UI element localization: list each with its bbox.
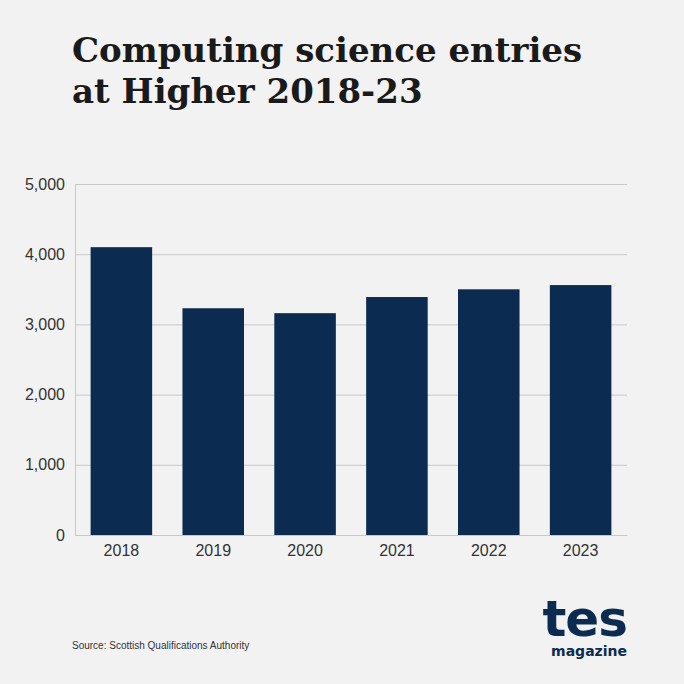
bar (274, 313, 336, 535)
y-axis-line (76, 185, 628, 536)
grid-line (75, 184, 627, 185)
bar (458, 289, 520, 535)
x-tick: 2021 (379, 535, 415, 559)
y-tick-label: 4,000 (25, 246, 65, 263)
y-axis: 0 1,000 2,000 3,000 4,000 5,000 (25, 176, 627, 544)
y-tick-label: 5,000 (25, 176, 65, 193)
grid-line (75, 465, 627, 466)
grid-line (75, 395, 627, 396)
grid-line (75, 254, 627, 255)
x-tick: 2019 (195, 535, 231, 559)
logo-subtitle: magazine (551, 643, 627, 659)
x-tick: 2020 (287, 535, 323, 559)
y-tick-label: 3,000 (25, 316, 65, 333)
x-tick-label: 2019 (195, 542, 231, 559)
x-tick: 2023 (563, 535, 599, 559)
x-tick-label: 2020 (287, 542, 323, 559)
grid-line (75, 535, 627, 536)
x-tick-label: 2022 (471, 542, 507, 559)
bar (182, 308, 244, 535)
grid-line (75, 324, 627, 325)
x-tick-label: 2023 (563, 542, 599, 559)
background (0, 0, 684, 684)
chart: Computing science entries at Higher 2018… (0, 0, 684, 684)
x-tick-label: 2021 (379, 542, 415, 559)
x-tick: 2022 (471, 535, 507, 559)
x-tick-label: 2018 (104, 542, 140, 559)
y-tick-label: 2,000 (25, 386, 65, 403)
x-axis-line (76, 535, 628, 536)
y-tick: 5,000 (25, 176, 627, 193)
bars (91, 247, 612, 535)
x-axis: 2018 2019 2020 2021 2022 2023 (76, 535, 628, 559)
x-tick: 2018 (104, 535, 140, 559)
bar (550, 285, 612, 535)
bar (366, 297, 428, 535)
source: Source: Scottish Qualifications Authorit… (72, 640, 249, 651)
logo: tes (542, 590, 627, 648)
title: Computing science entries at Higher 2018… (72, 30, 594, 111)
bar (91, 247, 153, 535)
y-tick-label: 1,000 (25, 456, 65, 473)
y-tick-label: 0 (56, 527, 65, 544)
